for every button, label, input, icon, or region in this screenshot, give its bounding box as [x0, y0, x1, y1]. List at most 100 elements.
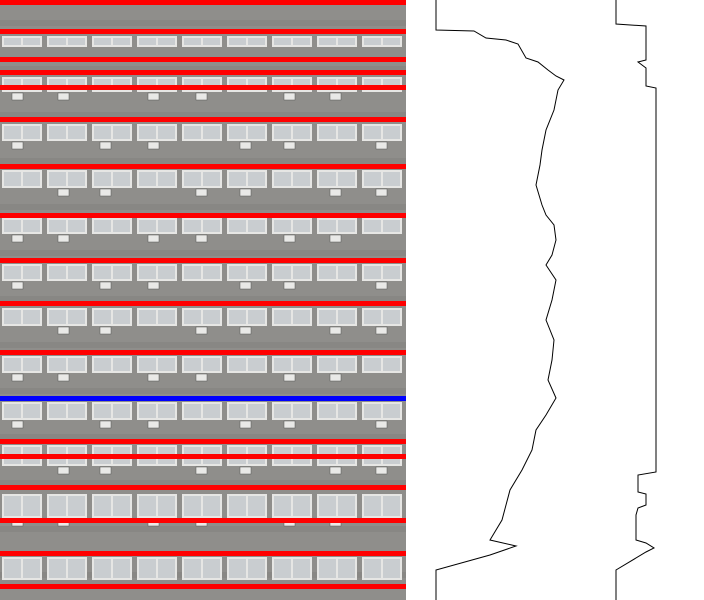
- window-pane: [293, 266, 310, 279]
- window-pane: [23, 266, 40, 279]
- window-pane: [274, 404, 291, 418]
- window-pane: [293, 496, 310, 516]
- window-pane: [113, 220, 130, 232]
- ac-unit: [99, 281, 112, 290]
- ac-unit: [99, 326, 112, 335]
- ac-unit: [239, 326, 252, 335]
- ac-unit: [147, 281, 160, 290]
- window-pane: [68, 38, 85, 45]
- ac-unit: [11, 234, 24, 243]
- window-pane: [49, 358, 66, 371]
- window-pane: [4, 496, 21, 516]
- window-pane: [383, 266, 400, 279]
- window-pane: [94, 559, 111, 578]
- window-pane: [49, 310, 66, 324]
- window-pane: [203, 126, 220, 139]
- ac-unit: [57, 92, 70, 101]
- window-pane: [68, 404, 85, 418]
- window-pane: [158, 358, 175, 371]
- window-pane: [203, 266, 220, 279]
- step-profile-line: [615, 0, 657, 600]
- ac-unit: [99, 466, 112, 475]
- ac-unit: [57, 326, 70, 335]
- window-pane: [68, 79, 85, 90]
- window: [227, 36, 267, 47]
- window-pane: [229, 126, 246, 139]
- window-pane: [184, 79, 201, 90]
- blue-detection-line: [0, 396, 406, 401]
- window-pane: [319, 126, 336, 139]
- window-pane: [68, 126, 85, 139]
- window-pane: [184, 126, 201, 139]
- window-pane: [23, 310, 40, 324]
- window-pane: [338, 172, 355, 186]
- window-pane: [293, 79, 310, 90]
- ac-unit: [147, 373, 160, 382]
- window-pane: [274, 266, 291, 279]
- window-pane: [113, 79, 130, 90]
- window-pane: [68, 358, 85, 371]
- window-pane: [248, 358, 265, 371]
- window-pane: [4, 126, 21, 139]
- window-pane: [23, 559, 40, 578]
- window-pane: [248, 220, 265, 232]
- window-pane: [293, 358, 310, 371]
- window-pane: [338, 559, 355, 578]
- window-pane: [319, 404, 336, 418]
- ac-unit: [329, 326, 342, 335]
- window-pane: [49, 559, 66, 578]
- ac-unit: [195, 326, 208, 335]
- ac-unit: [11, 281, 24, 290]
- window-pane: [203, 172, 220, 186]
- window-pane: [248, 310, 265, 324]
- window-pane: [383, 559, 400, 578]
- window-pane: [4, 266, 21, 279]
- window-pane: [229, 404, 246, 418]
- window-pane: [113, 38, 130, 45]
- ac-unit: [147, 234, 160, 243]
- red-detection-line: [0, 454, 406, 459]
- window-pane: [139, 172, 156, 186]
- window-pane: [229, 496, 246, 516]
- profile-curve-line: [435, 0, 565, 600]
- facade-band: [0, 204, 406, 210]
- window-pane: [184, 172, 201, 186]
- window-pane: [383, 404, 400, 418]
- ac-unit: [147, 92, 160, 101]
- window-pane: [94, 310, 111, 324]
- window-pane: [203, 79, 220, 90]
- red-detection-line: [0, 57, 406, 62]
- window-pane: [139, 220, 156, 232]
- window-pane: [274, 126, 291, 139]
- window-pane: [49, 79, 66, 90]
- window-pane: [293, 126, 310, 139]
- ac-unit: [283, 234, 296, 243]
- ac-unit: [239, 141, 252, 150]
- window-pane: [4, 404, 21, 418]
- window-pane: [68, 310, 85, 324]
- window-pane: [139, 126, 156, 139]
- facade-band: [0, 20, 406, 26]
- ac-unit: [375, 466, 388, 475]
- red-detection-line: [0, 164, 406, 169]
- window-pane: [113, 559, 130, 578]
- window-pane: [364, 220, 381, 232]
- window-pane: [158, 38, 175, 45]
- window-pane: [229, 358, 246, 371]
- window-pane: [94, 172, 111, 186]
- window-pane: [158, 404, 175, 418]
- ac-unit: [99, 141, 112, 150]
- ac-unit: [11, 92, 24, 101]
- window-pane: [184, 266, 201, 279]
- window-pane: [184, 496, 201, 516]
- window-pane: [139, 310, 156, 324]
- window-pane: [139, 496, 156, 516]
- red-detection-line: [0, 518, 406, 523]
- window-pane: [94, 358, 111, 371]
- ac-unit: [239, 466, 252, 475]
- ac-unit: [57, 188, 70, 197]
- window-pane: [338, 79, 355, 90]
- window-pane: [319, 266, 336, 279]
- horizontal-projection-profile: [435, 0, 565, 600]
- window-pane: [364, 266, 381, 279]
